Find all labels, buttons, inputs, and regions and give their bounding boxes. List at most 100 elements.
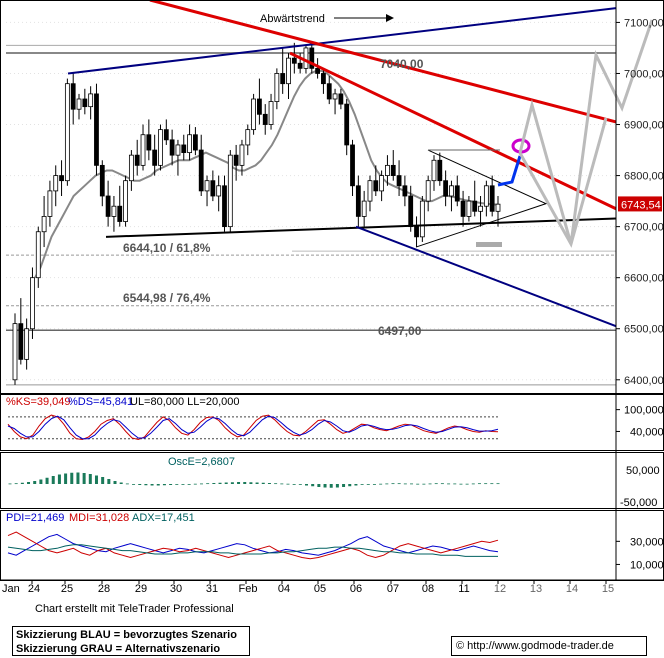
oscillator-bar	[27, 482, 31, 484]
candle-body-down	[94, 93, 99, 166]
x-tick-label: 14	[566, 583, 578, 595]
candle	[233, 144, 239, 181]
candle-body-down	[309, 47, 315, 69]
scenario-gray-text: Skizzierung GRAU = Alternativszenario	[16, 643, 221, 655]
oscillator-bar	[237, 482, 241, 484]
downtrend-arrowhead	[386, 14, 394, 22]
oscillator-bar	[317, 484, 321, 487]
candle	[99, 160, 105, 207]
oscillator-bar	[249, 482, 253, 484]
oscillator-bar	[440, 483, 444, 485]
oscillator-tick-label: -50,000	[620, 497, 657, 509]
oscillator-bar	[101, 477, 105, 484]
oscillator-bar	[255, 482, 259, 484]
candle-body-up	[245, 129, 251, 146]
candle-body-down	[489, 185, 495, 212]
oscillator-bar	[323, 484, 327, 488]
stochastic-tick-label: 100,000	[624, 405, 664, 417]
x-tick-label: 28	[98, 583, 110, 595]
adx-line	[7, 533, 499, 556]
candle	[443, 170, 449, 207]
oscillator-bar	[20, 482, 24, 484]
x-tick-label: 25	[61, 583, 73, 595]
candle	[286, 53, 291, 99]
oscillator-bar	[274, 483, 278, 485]
x-tick-label: 24	[28, 583, 40, 595]
oscillator-bar	[113, 481, 117, 484]
candle-body-up	[419, 200, 425, 238]
candle	[181, 134, 187, 161]
oscillator-bar	[70, 472, 74, 484]
level-6497-label: 6497,00	[378, 324, 422, 338]
oscillator-bar	[261, 482, 265, 484]
oscillator-bar	[453, 483, 457, 485]
panel-frame	[0, 452, 664, 509]
candle-body-down	[315, 67, 321, 74]
candle	[251, 93, 256, 135]
upper-blue-trendline	[67, 7, 617, 75]
candle-body-down	[437, 159, 443, 182]
oscillator-bar	[162, 484, 166, 486]
candle	[262, 104, 268, 135]
oscillator-bar	[107, 479, 111, 484]
oscillator-bar	[199, 483, 203, 485]
candle-body-up	[478, 205, 483, 212]
oscillator-bar	[379, 483, 383, 485]
candle	[449, 180, 454, 212]
x-tick-label: 11	[458, 583, 469, 595]
y-tick-label: 6900,00	[624, 120, 664, 132]
candle-body-down	[408, 195, 414, 228]
candle-body-down	[344, 103, 350, 146]
candle-body-down	[105, 195, 111, 217]
oscillator-bar	[280, 483, 284, 485]
candle-body-up	[76, 98, 82, 110]
adx-panel: PDI=21,469 MDI=31,028 ADX=17,451 30,000 10,0…	[0, 510, 664, 581]
stochastic-legend-item: UL=80,000 LL=20,000	[130, 396, 240, 408]
candle	[239, 139, 245, 176]
candle	[41, 196, 47, 248]
x-tick-label: 07	[387, 583, 399, 595]
blue-scenario-path	[497, 155, 522, 187]
candle	[332, 88, 338, 115]
candle-body-down	[402, 185, 408, 197]
candle	[111, 196, 117, 232]
candle-body-up	[332, 93, 338, 100]
credit-text: Chart erstellt mit TeleTrader Profession…	[35, 603, 234, 615]
x-tick-label: Feb	[239, 583, 258, 595]
oscillator-bar	[218, 482, 222, 484]
candle	[88, 86, 94, 120]
oscillator-bar	[305, 484, 309, 486]
last-price-box	[618, 196, 662, 212]
oscillator-bar	[459, 483, 463, 485]
candle-body-down	[390, 164, 396, 176]
oscillator-bar	[175, 484, 179, 485]
candle	[204, 175, 210, 207]
gray-scenario-path	[518, 19, 654, 245]
candle-body-up	[251, 98, 256, 131]
candle	[437, 152, 443, 186]
candle	[373, 165, 379, 196]
candle	[59, 160, 64, 196]
adx-legend-item: PDI=21,469	[6, 512, 64, 524]
candle-body-up	[385, 164, 390, 176]
level-7040-label: 7040,00	[380, 57, 424, 71]
oscillator-bar	[292, 484, 296, 485]
copyright-link[interactable]: © http://www.godmode-trader.de	[451, 636, 647, 656]
candle-body-up	[175, 144, 181, 156]
candle-body-down	[18, 323, 24, 360]
x-tick-label: 30	[170, 583, 182, 595]
candle	[140, 124, 146, 171]
oscillator-bar	[243, 482, 247, 484]
candle	[338, 88, 344, 110]
y-tick-label: 7000,00	[624, 68, 664, 80]
candle-body-up	[227, 154, 233, 228]
candle	[280, 47, 286, 94]
candle	[128, 150, 134, 191]
oscillator-bar	[372, 484, 376, 485]
stochastic-line	[7, 414, 499, 441]
triangle-pattern	[415, 149, 548, 248]
candle-body-up	[187, 134, 192, 154]
y-tick-label: 6500,00	[624, 324, 664, 336]
oscillator-bar	[348, 484, 352, 487]
x-tick-label: 13	[530, 583, 542, 595]
